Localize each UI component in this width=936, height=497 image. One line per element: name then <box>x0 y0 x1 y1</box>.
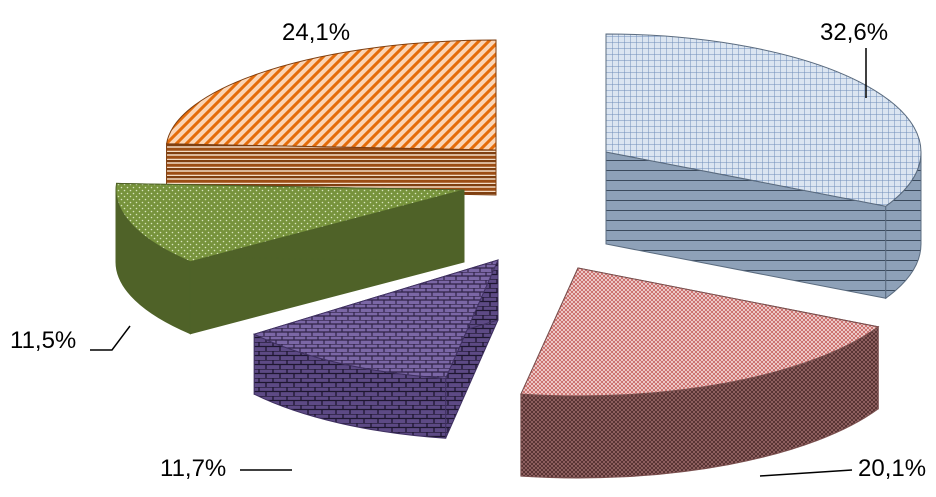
data-label: 11,7% <box>160 455 226 482</box>
data-label: 32,6% <box>820 19 888 46</box>
slice-top-face <box>605 33 922 207</box>
slice-top-face <box>115 182 465 263</box>
data-label: 24,1% <box>282 19 350 46</box>
data-label: 20,1% <box>858 455 926 482</box>
leader-line <box>759 469 853 477</box>
pie-slice <box>605 33 922 300</box>
pie-slice <box>252 259 499 439</box>
slice-top-face <box>165 39 497 151</box>
pie-slice <box>165 39 497 196</box>
pie-slices <box>115 33 922 479</box>
data-labels: 32,6% 20,1% 11,7% 11,5% 24,1% <box>10 19 926 482</box>
leader-line <box>90 325 131 351</box>
slice-top-face <box>252 259 499 379</box>
data-label: 11,5% <box>10 327 76 354</box>
pie-slice <box>115 182 465 335</box>
slice-top-face <box>520 267 880 397</box>
pie-slice <box>520 267 880 479</box>
